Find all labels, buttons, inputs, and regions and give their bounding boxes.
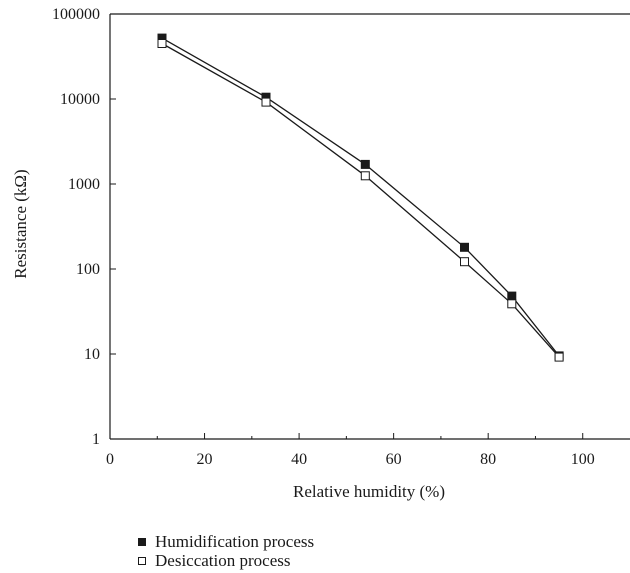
x-axis-title: Relative humidity (%) xyxy=(293,482,445,501)
x-tick-label: 0 xyxy=(106,451,114,468)
legend: Humidification process Desiccation proce… xyxy=(138,532,314,570)
y-tick-label: 10 xyxy=(84,346,100,363)
humidification-point xyxy=(460,242,469,252)
x-axis-ticks: 0 20 40 60 80 100 xyxy=(106,433,595,468)
desiccation-point xyxy=(360,171,370,181)
filled-square-marker-icon xyxy=(138,537,146,546)
humidification-point xyxy=(360,159,370,169)
series-line-1 xyxy=(161,37,560,357)
legend-label: Desiccation process xyxy=(155,550,291,570)
y-tick-label: 10000 xyxy=(60,91,100,108)
desiccation-point xyxy=(261,97,271,107)
x-tick-label: 80 xyxy=(480,451,496,468)
desiccation-point xyxy=(460,257,469,267)
x-tick-label: 100 xyxy=(571,451,595,468)
legend-item-desiccation: Desiccation process xyxy=(138,551,314,570)
y-axis-title: Resistance (kΩ) xyxy=(11,169,30,278)
x-tick-label: 20 xyxy=(197,451,213,468)
y-tick-label: 100 xyxy=(76,261,100,278)
axes xyxy=(109,13,630,440)
series-lines xyxy=(161,37,560,358)
desiccation-point xyxy=(554,352,564,362)
x-tick-label: 60 xyxy=(386,451,402,468)
series-line-2 xyxy=(161,42,560,358)
humidification-point xyxy=(507,291,517,301)
y-tick-label: 1 xyxy=(92,431,100,448)
y-axis-ticks: 1 10 100 1000 10000 100000 xyxy=(52,6,116,448)
y-tick-label: 1000 xyxy=(68,176,100,193)
x-tick-label: 40 xyxy=(291,451,307,468)
chart: 0 20 40 60 80 100 1 10 100 1000 10000 100000 Relat… xyxy=(11,6,630,501)
open-square-marker-icon xyxy=(138,556,146,565)
legend-label: Humidification process xyxy=(155,531,315,551)
series-points xyxy=(157,33,564,362)
y-tick-label: 100000 xyxy=(52,6,100,23)
legend-item-humidification: Humidification process xyxy=(138,532,314,551)
desiccation-point xyxy=(507,299,517,309)
desiccation-point xyxy=(157,39,167,48)
